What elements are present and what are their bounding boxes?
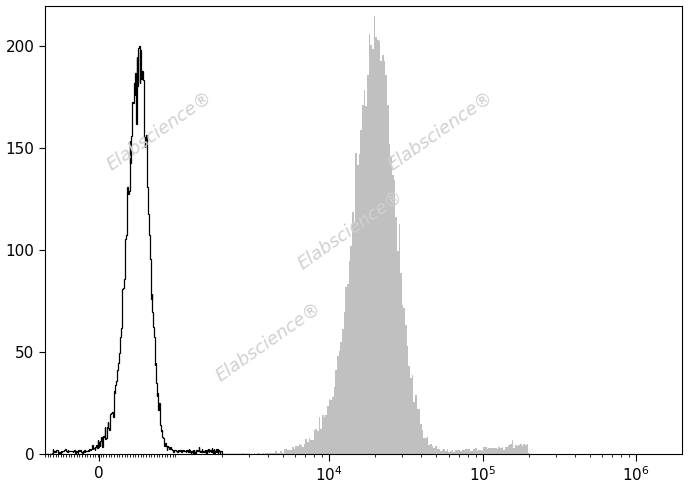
Text: Elabscience®: Elabscience® <box>384 88 496 174</box>
Text: Elabscience®: Elabscience® <box>294 187 407 273</box>
Text: Elabscience®: Elabscience® <box>103 88 216 174</box>
Text: Elabscience®: Elabscience® <box>212 299 324 385</box>
